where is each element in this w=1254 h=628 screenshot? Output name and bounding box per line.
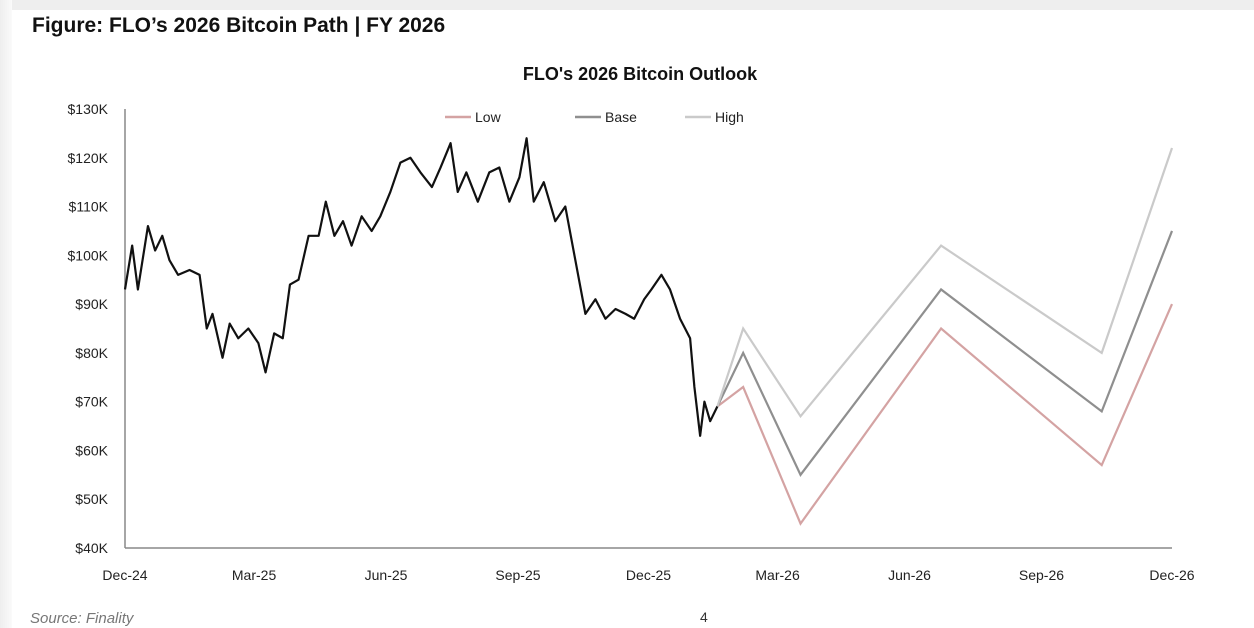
- figure-title: Figure: FLO’s 2026 Bitcoin Path | FY 202…: [32, 14, 446, 37]
- x-tick-label: Dec-25: [626, 567, 671, 583]
- x-tick-label: Sep-25: [495, 567, 540, 583]
- y-tick-label: $50K: [75, 491, 108, 507]
- y-tick-label: $90K: [75, 296, 108, 312]
- x-tick-label: Dec-24: [102, 567, 147, 583]
- y-tick-label: $110K: [69, 199, 109, 215]
- series-line-high: [716, 147, 1174, 419]
- y-tick-label: $70K: [75, 394, 108, 410]
- series-line-base: [716, 230, 1174, 477]
- axes: $40K $50K $60K $70K $80K $90K $100K $110K $120K $…: [68, 101, 1195, 583]
- legend-label-low: Low: [475, 109, 502, 125]
- chart-title: FLO's 2026 Bitcoin Outlook: [523, 64, 758, 84]
- y-tick-label: $130K: [68, 101, 109, 117]
- historical-price-line: [123, 137, 719, 437]
- series-line-low: [716, 303, 1174, 526]
- y-tick-label: $80K: [75, 345, 108, 361]
- y-tick-label: $120K: [68, 150, 109, 166]
- y-tick-label: $100K: [68, 247, 109, 263]
- x-tick-label: Mar-25: [232, 567, 277, 583]
- plot-lines: [123, 137, 1174, 526]
- y-tick-label: $40K: [75, 540, 108, 556]
- x-tick-label: Jun-26: [888, 567, 931, 583]
- left-border: [0, 0, 12, 628]
- x-tick-label: Jun-25: [365, 567, 408, 583]
- y-tick-label: $60K: [75, 442, 108, 458]
- x-tick-label: Dec-26: [1149, 567, 1194, 583]
- x-tick-label: Mar-26: [755, 567, 800, 583]
- source-note: Source: Finality: [30, 610, 134, 627]
- legend-label-base: Base: [605, 109, 637, 125]
- top-border: [0, 0, 1254, 10]
- page-number: 4: [700, 609, 708, 625]
- legend: Low Base High: [445, 109, 744, 125]
- legend-label-high: High: [715, 109, 744, 125]
- x-tick-label: Sep-26: [1019, 567, 1064, 583]
